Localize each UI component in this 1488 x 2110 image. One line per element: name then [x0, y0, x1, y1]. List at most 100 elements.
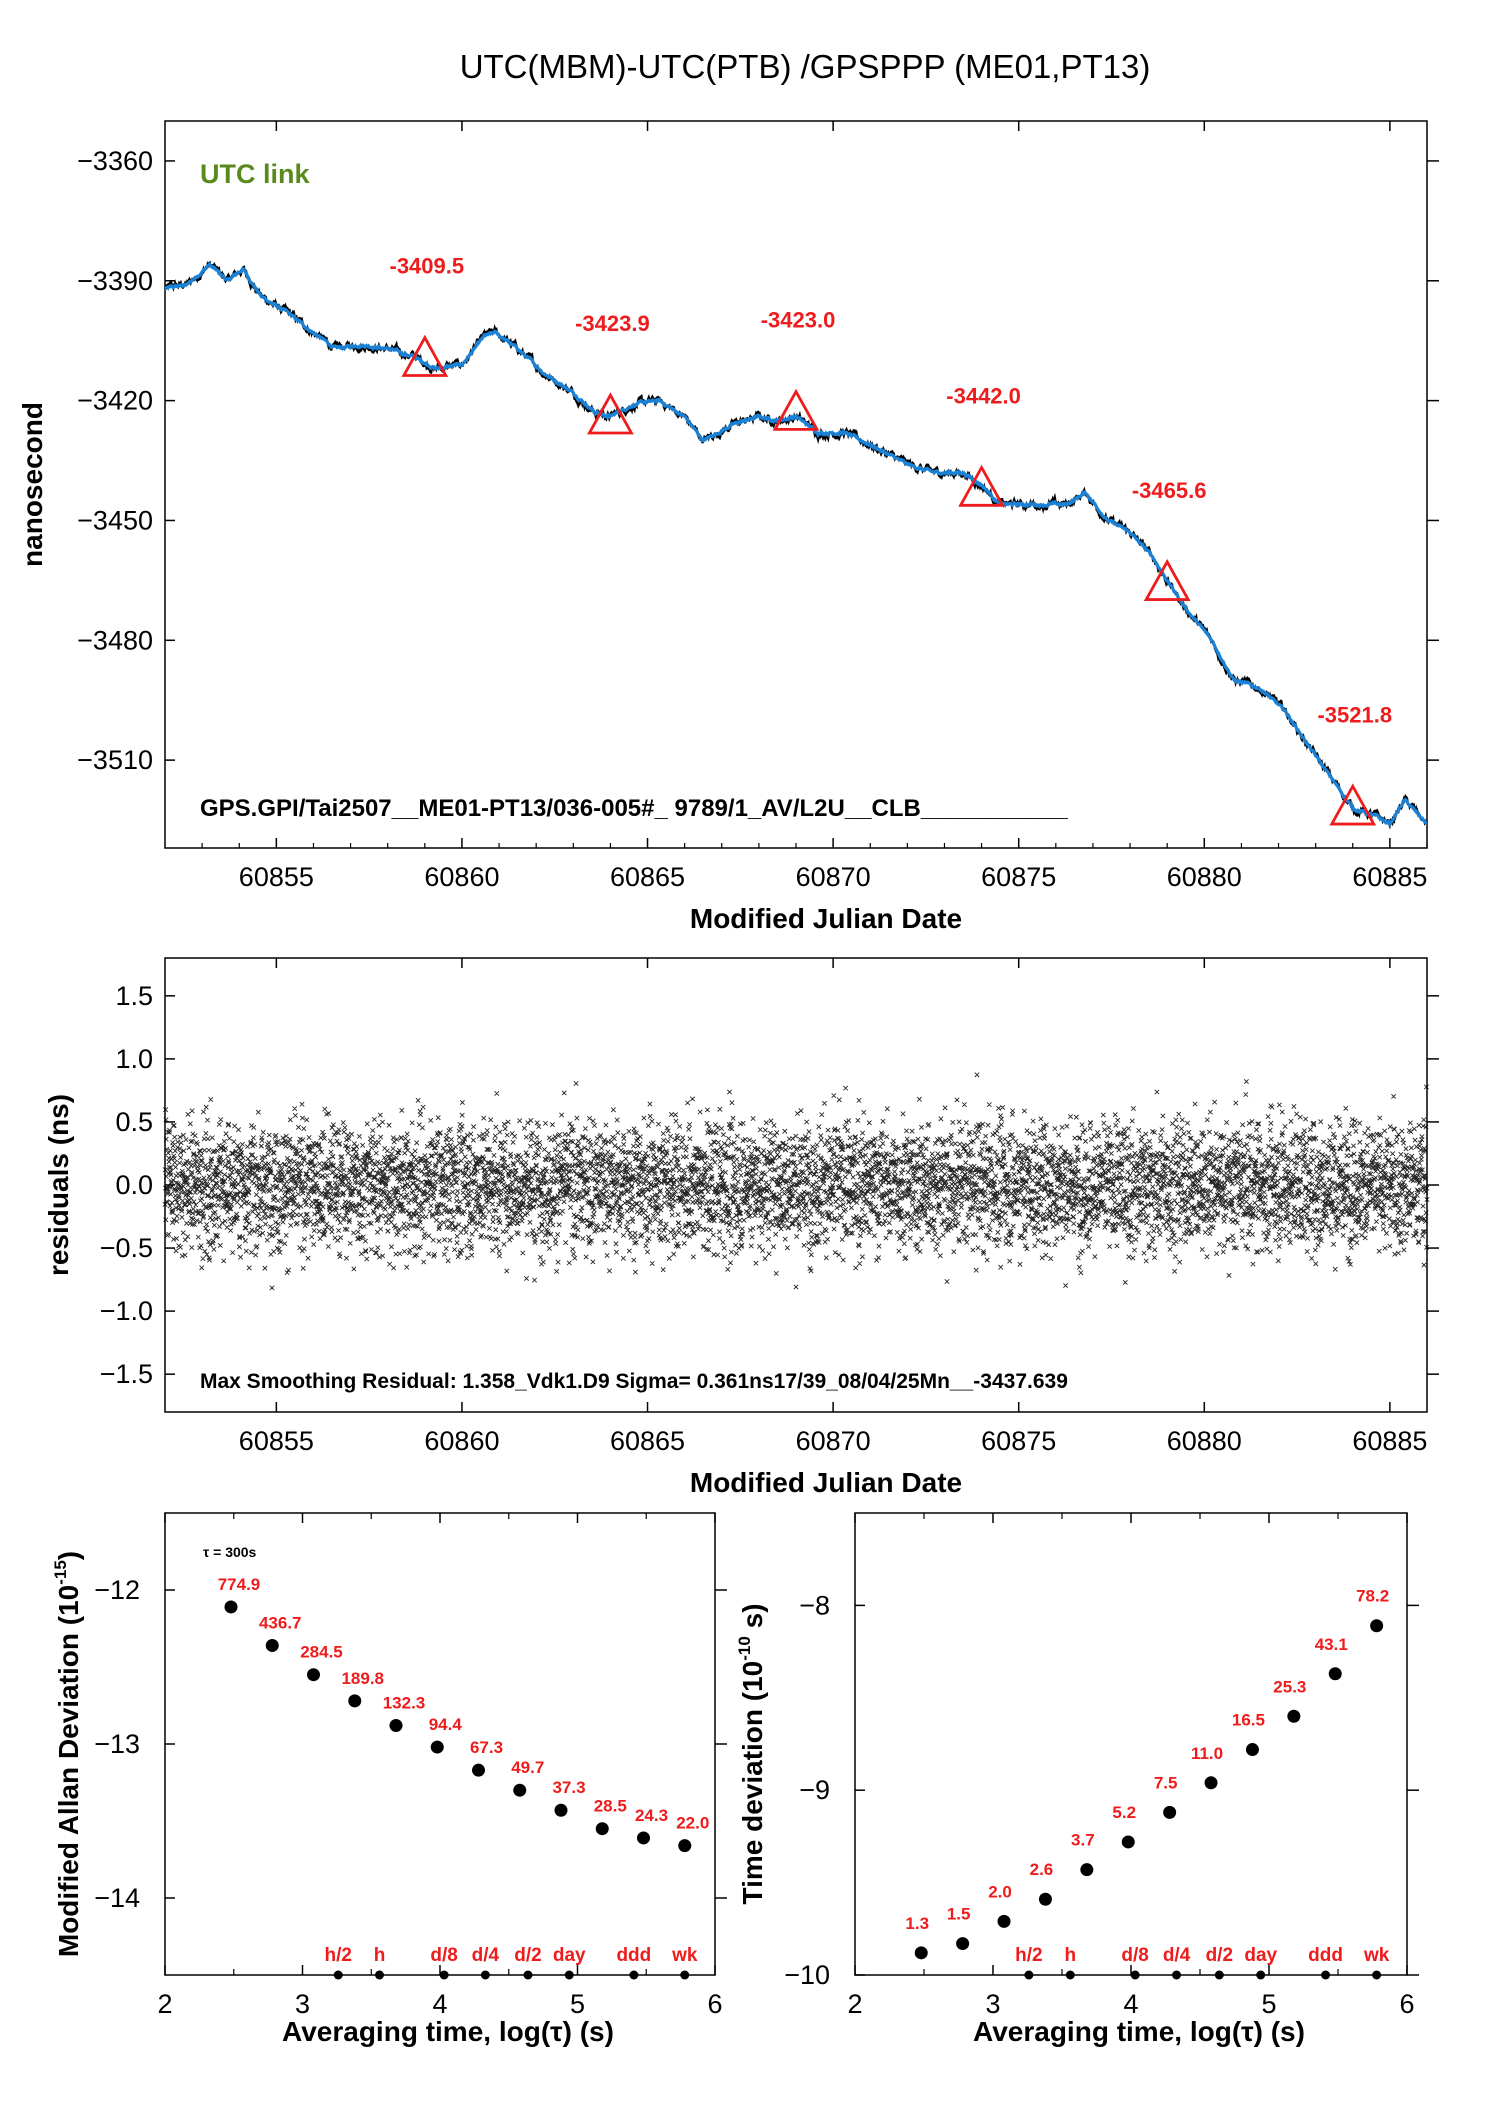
mdev-value-label: 132.3 [383, 1694, 426, 1713]
top-smoothed-series [164, 261, 1428, 828]
tdev-value-label: 7.5 [1154, 1773, 1178, 1792]
mdev-xlabel: Averaging time, log(τ) (s) [282, 2016, 614, 2047]
top-marker-triangle [587, 392, 634, 435]
mdev-value-label: 37.3 [552, 1778, 585, 1797]
top-marker-label: -3409.5 [390, 254, 465, 279]
tdev-point [1328, 1667, 1342, 1681]
top-annotation: GPS.GPI/Tai2507__ME01-PT13/036-005#_ 978… [200, 795, 1068, 822]
mdev-period-label: h [374, 1945, 386, 1966]
mdev-value-label: 94.4 [429, 1715, 463, 1734]
top-ylabel: nanosecond [17, 402, 48, 567]
tdev-period-label: h [1064, 1945, 1076, 1966]
utc-link-label: UTC link [200, 159, 310, 189]
mdev-point [307, 1668, 320, 1682]
top-xtick-label: 60855 [239, 862, 314, 892]
top-ytick-label: −3450 [77, 505, 153, 535]
mdev-chart: 2 3 4 5 6 −12 −13 −14 Averaging time, log(τ) (s)… [51, 1512, 727, 2047]
top-xtick-label: 60880 [1167, 862, 1242, 892]
tdev-ylabel-main: Time deviation (10 [737, 1661, 768, 1905]
tdev-chart: 2 3 4 5 6 −8 −9 −10 Averaging time, log(τ) (s) Ti… [735, 1512, 1419, 2047]
mdev-point [637, 1831, 650, 1845]
top-xtick-label: 60875 [981, 862, 1056, 892]
res-xtick-label: 60870 [796, 1426, 871, 1456]
res-xtick-label: 60885 [1352, 1426, 1427, 1456]
tdev-value-label: 1.3 [905, 1914, 929, 1933]
tdev-xtick-label: 5 [1261, 1989, 1276, 2019]
mdev-period-label: wk [671, 1945, 698, 1966]
tdev-point [997, 1914, 1011, 1928]
mdev-ytick-label: −14 [94, 1883, 140, 1913]
mdev-period-dot [375, 1970, 384, 1980]
tdev-xtick-label: 3 [985, 1989, 1000, 2019]
tdev-period-dot [1321, 1970, 1331, 1980]
mdev-point [224, 1600, 238, 1614]
tdev-point [1080, 1863, 1094, 1877]
tdev-value-label: 2.6 [1030, 1860, 1054, 1879]
mdev-xtick-label: 6 [707, 1989, 722, 2019]
mdev-ylabel: Modified Allan Deviation (10-15) [51, 1551, 84, 1957]
tdev-period-label: ddd [1308, 1945, 1343, 1966]
top-marker-triangle [958, 464, 1005, 507]
residuals-chart: 60855 60860 60865 60870 60875 60880 60885 1.5 1.… [43, 957, 1439, 1498]
tdev-period-label: day [1244, 1945, 1277, 1966]
tdev-ylabel: Time deviation (10-10 s) [735, 1603, 768, 1904]
tdev-period-dot [1172, 1970, 1182, 1980]
res-ytick-label: 1.0 [115, 1044, 153, 1074]
top-marker-label: -3521.8 [1317, 702, 1392, 727]
tdev-period-label: d/2 [1206, 1945, 1233, 1966]
tdev-value-label: 25.3 [1273, 1677, 1306, 1696]
tdev-value-label: 1.5 [947, 1905, 971, 1924]
tdev-period-dot [1372, 1970, 1382, 1980]
res-xtick-label: 60875 [981, 1426, 1056, 1456]
top-xtick-label: 60865 [610, 862, 685, 892]
tdev-value-label: 2.0 [988, 1882, 1012, 1901]
top-marker-label: -3442.0 [946, 383, 1021, 408]
tdev-point [914, 1946, 928, 1960]
mdev-point [554, 1803, 568, 1817]
top-marker-triangle [1143, 558, 1191, 601]
tdev-point [956, 1937, 970, 1951]
top-chart: 60855 60860 60865 60870 60875 60880 60885 −3360… [17, 120, 1439, 934]
top-marker-triangle [772, 388, 820, 431]
res-xtick-label: 60865 [610, 1426, 685, 1456]
res-scatter-points [162, 1072, 1430, 1291]
tdev-point [1038, 1892, 1052, 1906]
tdev-xtick-label: 2 [847, 1989, 862, 2019]
res-ytick-label: 1.5 [115, 981, 153, 1011]
res-xlabel: Modified Julian Date [690, 1467, 962, 1498]
mdev-period-dot [629, 1970, 639, 1980]
mdev-value-label: 67.3 [470, 1738, 503, 1757]
res-annotation: Max Smoothing Residual: 1.358_Vdk1.D9 Si… [200, 1370, 1068, 1393]
top-ytick-label: −3420 [77, 386, 153, 416]
mdev-period-label: d/8 [430, 1945, 457, 1966]
tdev-xlabel: Averaging time, log(τ) (s) [973, 2016, 1305, 2047]
mdev-period-label: ddd [616, 1945, 651, 1966]
top-xtick-label: 60870 [796, 862, 871, 892]
mdev-ylabel-main: Modified Allan Deviation (10 [53, 1585, 84, 1957]
tdev-ylabel-tail: s) [737, 1603, 768, 1636]
tdev-point [1245, 1743, 1259, 1757]
mdev-period-dot [333, 1970, 343, 1980]
tdev-value-label: 3.7 [1071, 1831, 1095, 1850]
mdev-ylabel-tail: ) [53, 1551, 84, 1560]
tdev-value-label: 78.2 [1356, 1587, 1389, 1606]
tdev-period-dot [1214, 1970, 1224, 1980]
mdev-tau-note: τ = 300s [203, 1544, 257, 1560]
mdev-ylabel-exponent: -15 [51, 1560, 70, 1585]
tdev-xtick-label: 6 [1399, 1989, 1414, 2019]
tdev-value-label: 16.5 [1232, 1711, 1265, 1730]
tdev-point [1370, 1619, 1384, 1633]
tdev-ytick-label: −9 [799, 1775, 830, 1805]
top-ytick-label: −3390 [77, 266, 153, 296]
mdev-xtick-label: 5 [570, 1989, 585, 2019]
tdev-period-dot [1130, 1970, 1140, 1980]
top-ytick-label: −3510 [77, 745, 153, 775]
top-xtick-label: 60860 [424, 862, 499, 892]
mdev-ytick-label: −12 [94, 1575, 140, 1605]
res-ytick-label: −0.5 [100, 1233, 153, 1263]
mdev-period-dot [564, 1970, 574, 1980]
tdev-period-label: wk [1363, 1945, 1390, 1966]
mdev-period-label: day [553, 1945, 586, 1966]
top-xtick-label: 60885 [1352, 862, 1427, 892]
